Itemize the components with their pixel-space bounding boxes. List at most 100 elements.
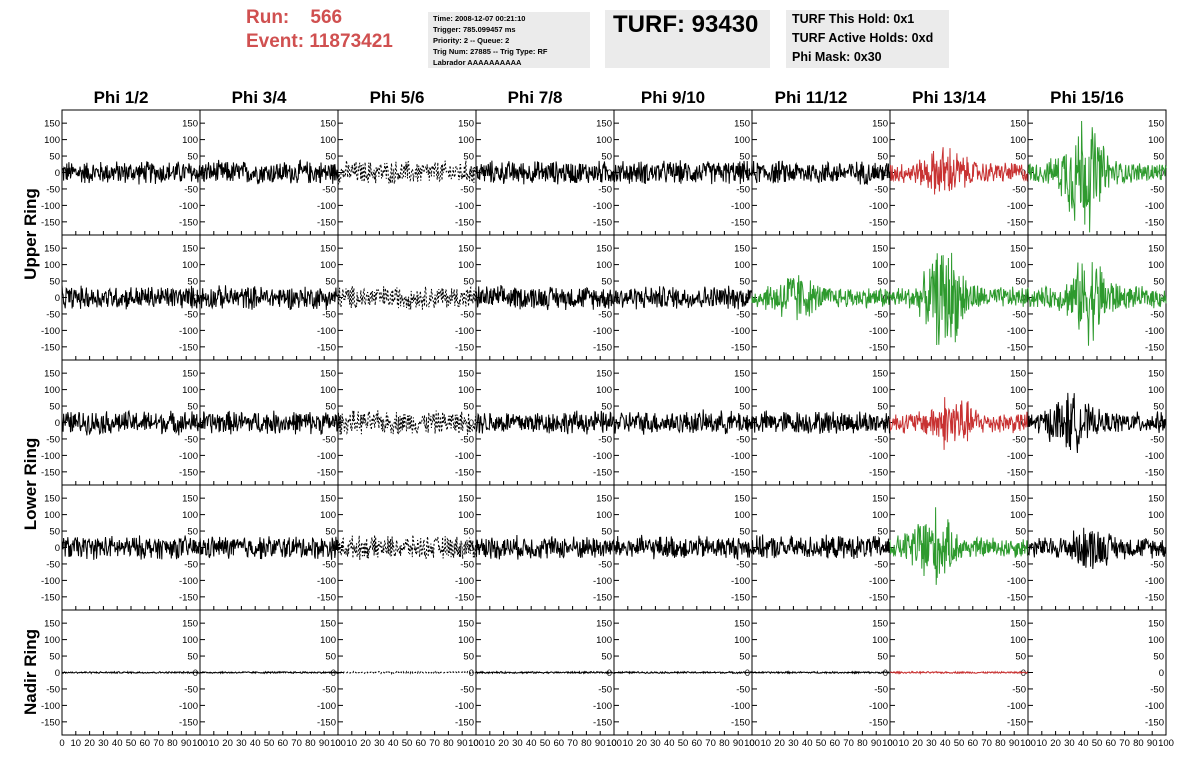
y-tick-label: 50 [325, 652, 336, 663]
y-tick-label: 150 [44, 244, 60, 255]
y-tick-label: -100 [869, 576, 888, 587]
y-tick-label: -50 [322, 309, 336, 320]
y-tick-label: 150 [734, 369, 750, 380]
x-tick-label: 100 [192, 738, 208, 749]
y-tick-label: 50 [1015, 402, 1026, 413]
y-tick-label: -50 [736, 309, 750, 320]
y-tick-label: 150 [1148, 369, 1164, 380]
y-tick-label: -150 [593, 592, 612, 603]
waveform-trace [337, 534, 477, 560]
y-tick-label: 0 [469, 168, 474, 179]
x-tick-label: 20 [912, 738, 923, 749]
y-tick-label: 50 [739, 152, 750, 163]
x-tick-label: 90 [319, 738, 330, 749]
x-tick-label: 80 [167, 738, 178, 749]
y-tick-label: 50 [601, 527, 612, 538]
trigger-info-box: Time: 2008-12-07 00:21:10 Trigger: 785.0… [428, 12, 590, 68]
y-tick-label: -150 [1007, 467, 1026, 478]
y-tick-label: 50 [187, 527, 198, 538]
y-tick-label: -50 [460, 434, 474, 445]
y-tick-label: -100 [593, 326, 612, 337]
y-tick-label: 150 [1148, 494, 1164, 505]
waveform-trace [337, 410, 477, 435]
waveform-trace [475, 284, 615, 311]
x-tick-label: 40 [802, 738, 813, 749]
y-tick-label: 150 [458, 244, 474, 255]
y-tick-label: -100 [41, 451, 60, 462]
waveform-trace [61, 535, 201, 560]
x-tick-label: 10 [71, 738, 82, 749]
y-tick-label: -50 [874, 434, 888, 445]
y-tick-label: -100 [869, 201, 888, 212]
x-tick-label: 100 [468, 738, 484, 749]
y-tick-label: 0 [193, 293, 198, 304]
x-tick-label: 90 [457, 738, 468, 749]
y-tick-label: 150 [458, 494, 474, 505]
x-tick-label: 0 [197, 738, 202, 749]
y-tick-label: -100 [455, 701, 474, 712]
y-tick-label: 50 [187, 152, 198, 163]
turf-holds-box: TURF This Hold: 0x1 TURF Active Holds: 0… [786, 10, 949, 68]
event-label: Event: 11873421 [246, 31, 393, 52]
y-tick-label: 150 [44, 119, 60, 130]
y-tick-label: 50 [877, 277, 888, 288]
x-tick-label: 60 [968, 738, 979, 749]
x-tick-label: 80 [443, 738, 454, 749]
y-tick-label: -50 [322, 559, 336, 570]
y-tick-label: 50 [877, 402, 888, 413]
y-tick-label: 150 [44, 619, 60, 630]
y-tick-label: -150 [731, 217, 750, 228]
col-label-phi-13-14: Phi 13/14 [912, 88, 986, 107]
col-label-phi-5-6: Phi 5/6 [369, 88, 425, 107]
y-tick-label: -50 [460, 184, 474, 195]
col-label-phi-11-12: Phi 11/12 [774, 88, 848, 107]
y-tick-label: -150 [455, 217, 474, 228]
y-tick-label: 150 [1148, 119, 1164, 130]
y-tick-label: 150 [182, 244, 198, 255]
y-tick-label: 50 [1015, 152, 1026, 163]
y-tick-label: 100 [1148, 385, 1164, 396]
y-tick-label: 100 [182, 510, 198, 521]
y-tick-label: -100 [593, 701, 612, 712]
y-tick-label: -100 [1007, 451, 1026, 462]
y-tick-label: -150 [1145, 467, 1164, 478]
y-tick-label: 50 [1015, 652, 1026, 663]
y-tick-label: -150 [41, 342, 60, 353]
y-tick-label: 50 [601, 152, 612, 163]
y-tick-label: 50 [463, 402, 474, 413]
y-tick-label: 0 [1021, 168, 1026, 179]
y-tick-label: 0 [55, 293, 60, 304]
y-tick-label: -50 [184, 434, 198, 445]
y-tick-label: -150 [179, 592, 198, 603]
y-tick-label: 100 [872, 635, 888, 646]
y-tick-label: 150 [734, 244, 750, 255]
waveform-trace [889, 252, 1029, 346]
y-tick-label: -100 [1007, 576, 1026, 587]
x-tick-label: 90 [733, 738, 744, 749]
y-tick-label: 0 [469, 293, 474, 304]
x-tick-label: 70 [291, 738, 302, 749]
y-tick-label: 100 [1148, 510, 1164, 521]
y-tick-label: 100 [44, 260, 60, 271]
x-tick-label: 0 [749, 738, 754, 749]
y-tick-label: -100 [1145, 701, 1164, 712]
y-tick-label: 100 [320, 510, 336, 521]
y-tick-label: 150 [872, 494, 888, 505]
waveform-trace [61, 284, 201, 310]
y-tick-label: -150 [593, 342, 612, 353]
waveform-trace [199, 285, 339, 311]
y-tick-label: -50 [460, 559, 474, 570]
y-tick-label: 150 [182, 494, 198, 505]
y-tick-label: 150 [1010, 369, 1026, 380]
info-labrador: Labrador AAAAAAAAAA [433, 58, 522, 67]
y-tick-label: -100 [179, 576, 198, 587]
y-tick-label: 100 [458, 635, 474, 646]
x-tick-label: 20 [1050, 738, 1061, 749]
y-tick-label: -150 [869, 717, 888, 728]
y-tick-label: 50 [601, 277, 612, 288]
waveform-trace [613, 409, 753, 435]
y-tick-label: -150 [455, 342, 474, 353]
col-label-phi-7-8: Phi 7/8 [507, 88, 563, 107]
y-tick-label: -50 [598, 434, 612, 445]
y-tick-label: 50 [601, 652, 612, 663]
